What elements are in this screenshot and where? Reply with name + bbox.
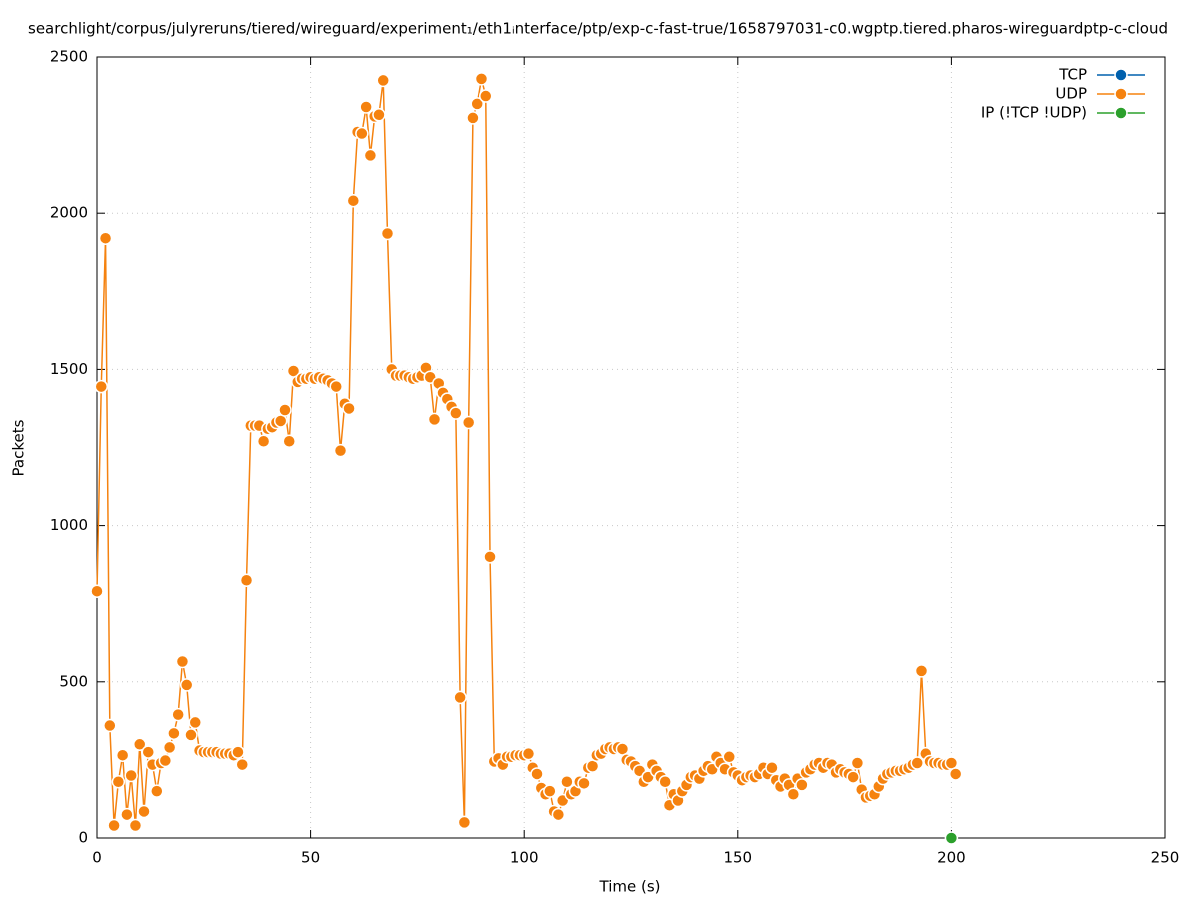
data-point (470, 97, 484, 111)
y-tick-label: 0 (78, 829, 88, 847)
chart-title: searchlight/corpus/julyreruns/tiered/wir… (28, 20, 1168, 38)
data-point (239, 573, 254, 588)
data-point (910, 756, 924, 770)
data-point (521, 746, 536, 761)
data-point (94, 379, 109, 394)
data-point (427, 412, 442, 427)
data-point (380, 226, 395, 241)
data-point (107, 818, 121, 833)
data-point (179, 678, 194, 692)
data-point (530, 767, 544, 781)
data-point (132, 737, 147, 752)
y-tick-label: 2500 (50, 48, 88, 66)
data-point (333, 443, 348, 458)
data-point (474, 72, 489, 86)
data-point (278, 403, 292, 417)
data-point (551, 807, 566, 822)
data-point (372, 108, 386, 122)
data-point (948, 767, 963, 781)
x-tick-label: 100 (510, 849, 539, 867)
y-axis-label: Packets (10, 419, 28, 476)
data-point (850, 756, 865, 770)
data-point (543, 784, 557, 798)
series-line (96, 78, 957, 826)
data-point (171, 707, 185, 722)
data-point (846, 770, 860, 784)
x-axis-label: Time (s) (599, 878, 661, 896)
data-point (231, 745, 245, 759)
data-point (137, 804, 151, 819)
data-point (115, 748, 130, 762)
x-tick-label: 150 (723, 849, 752, 867)
data-point (765, 760, 779, 775)
legend-marker (1114, 106, 1128, 120)
data-point (483, 550, 497, 564)
legend-marker (1114, 87, 1128, 101)
data-point (355, 126, 369, 141)
legend-label: UDP (1055, 85, 1087, 103)
x-tick-label: 0 (92, 849, 102, 867)
data-point (449, 406, 463, 420)
x-tick-label: 200 (937, 849, 966, 867)
data-point (479, 89, 493, 103)
data-point (120, 807, 134, 822)
x-tick-label: 250 (1151, 849, 1180, 867)
data-point (111, 775, 126, 789)
data-point (786, 787, 801, 802)
data-point (466, 111, 480, 125)
data-point (124, 768, 138, 783)
legend-label: TCP (1058, 66, 1087, 84)
data-point (346, 193, 361, 208)
data-point (184, 728, 198, 742)
data-point (329, 379, 343, 394)
legend-label: IP (!TCP !UDP) (981, 104, 1087, 122)
data-point (188, 715, 203, 730)
data-point (150, 784, 164, 798)
y-tick-label: 2000 (50, 204, 88, 222)
data-point (457, 815, 472, 830)
y-tick-label: 1500 (50, 360, 88, 378)
data-point (560, 775, 574, 789)
data-point (453, 690, 467, 705)
data-point (141, 745, 156, 759)
data-point (167, 726, 181, 741)
data-point (795, 778, 809, 792)
y-tick-label: 500 (59, 672, 88, 690)
data-point (944, 831, 959, 845)
data-point (128, 818, 143, 833)
data-point (162, 740, 177, 755)
legend-marker (1114, 68, 1128, 82)
data-point (235, 757, 249, 772)
data-point (103, 718, 117, 733)
data-point (98, 231, 113, 245)
y-tick-label: 1000 (50, 516, 88, 534)
data-point (577, 776, 591, 791)
data-point (90, 584, 104, 598)
x-tick-label: 50 (301, 849, 320, 867)
data-point (282, 434, 296, 449)
data-point (158, 753, 173, 768)
data-point (175, 654, 190, 669)
data-point (342, 401, 356, 416)
data-point (658, 775, 672, 789)
data-point (461, 415, 476, 430)
data-point (363, 148, 378, 163)
plot-frame (96, 56, 1166, 839)
data-point (376, 73, 390, 88)
data-point (256, 434, 271, 449)
data-point (914, 664, 929, 678)
data-point (722, 750, 737, 764)
data-point (359, 100, 373, 114)
